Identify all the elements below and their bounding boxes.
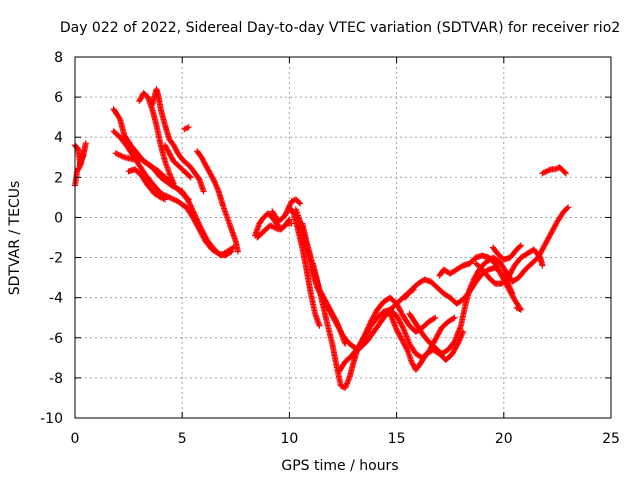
data-track — [472, 246, 546, 287]
y-tick-label: 0 — [54, 210, 63, 226]
y-tick-label: -10 — [40, 411, 63, 427]
y-tick-label: 6 — [54, 90, 63, 106]
data-track — [181, 124, 192, 133]
plot-frame — [74, 56, 612, 419]
data-point-markers — [112, 150, 192, 203]
data-point-markers — [149, 86, 207, 195]
y-tick-label: 4 — [54, 130, 63, 146]
data-track — [194, 148, 241, 255]
data-points — [72, 86, 572, 391]
data-track — [162, 142, 194, 181]
chart-title: Day 022 of 2022, Sidereal Day-to-day VTE… — [60, 20, 620, 36]
x-tick-label: 25 — [602, 431, 620, 447]
x-tick-label: 10 — [280, 431, 298, 447]
data-track — [254, 220, 295, 241]
y-tick-label: -2 — [49, 251, 63, 267]
y-axis-label: SDTVAR / TECUs — [7, 181, 23, 296]
data-point-markers — [490, 242, 524, 263]
data-track — [436, 252, 524, 313]
data-point-markers — [286, 204, 323, 329]
data-track — [286, 204, 323, 329]
data-track — [539, 164, 569, 177]
x-tick-label: 5 — [178, 431, 187, 447]
x-tick-label: 15 — [388, 431, 406, 447]
y-tick-label: 2 — [54, 170, 63, 186]
data-point-markers — [335, 294, 439, 375]
data-point-markers — [162, 142, 194, 181]
data-track — [490, 242, 524, 263]
data-track — [149, 86, 207, 195]
data-point-markers — [309, 260, 458, 391]
axis-ticks: 0 5 10 15 20 25 -10 -8 -6 -4 -2 0 2 4 6 8 — [40, 50, 620, 447]
data-track — [309, 260, 458, 391]
data-point-markers — [436, 252, 524, 313]
y-tick-label: -6 — [49, 331, 63, 347]
data-point-markers — [194, 148, 241, 255]
data-point-markers — [181, 124, 192, 133]
x-tick-label: 20 — [495, 431, 513, 447]
data-track — [72, 152, 87, 189]
data-point-markers — [539, 164, 569, 177]
data-point-markers — [254, 220, 295, 241]
data-track — [335, 294, 439, 375]
y-tick-label: -4 — [49, 291, 63, 307]
data-point-markers — [72, 152, 87, 189]
x-tick-label: 0 — [71, 431, 80, 447]
y-tick-label: -8 — [49, 371, 63, 387]
data-point-markers — [472, 246, 546, 287]
data-track — [112, 150, 192, 203]
data-track — [125, 166, 169, 203]
x-axis-label: GPS time / hours — [281, 458, 398, 474]
y-tick-label: 8 — [54, 50, 63, 66]
data-point-markers — [125, 166, 169, 203]
